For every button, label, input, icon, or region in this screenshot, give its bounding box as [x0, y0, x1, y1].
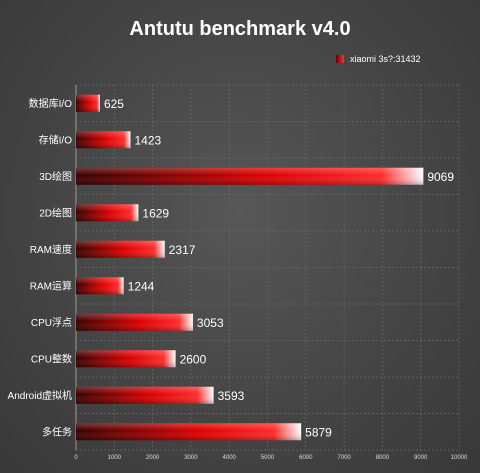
bar-shine	[76, 94, 100, 112]
bar-shine	[76, 277, 124, 295]
value-labels: 625 1423 9069 1629 2317 1244 3053 2600 3593 5879	[104, 97, 454, 440]
category-label: 多任务	[42, 425, 72, 438]
value-label: 1244	[128, 279, 155, 293]
category-label: RAM速度	[30, 243, 72, 256]
bar-shine	[76, 204, 139, 222]
category-label: CPU整数	[31, 352, 72, 365]
x-tick-label: 7000	[337, 455, 351, 461]
x-tick-label: 5000	[261, 455, 275, 461]
x-tick-label: 4000	[223, 455, 237, 461]
x-axis-ticks: 0 1000 2000 3000 4000 5000 6000 7000 8000 9000 100…	[74, 455, 468, 461]
chart-title: Antutu benchmark v4.0	[129, 18, 350, 40]
value-label: 625	[104, 97, 124, 111]
bar-shine	[76, 350, 176, 368]
category-label: Android虚拟机	[8, 389, 72, 402]
value-label: 2317	[169, 243, 196, 257]
x-tick-label: 6000	[299, 455, 313, 461]
bar-shine	[76, 386, 214, 404]
x-tick-label: 1000	[108, 455, 122, 461]
value-label: 1629	[142, 206, 169, 220]
value-label: 5879	[305, 425, 332, 439]
x-tick-label: 8000	[376, 455, 390, 461]
x-tick-label: 3000	[184, 455, 198, 461]
value-label: 3053	[197, 316, 224, 330]
legend-label: xiaomi 3s?:31432	[350, 54, 421, 64]
x-tick-label: 10000	[451, 455, 468, 461]
category-label: 2D绘图	[39, 206, 72, 219]
value-label: 1423	[135, 133, 162, 147]
category-label: 3D绘图	[39, 170, 72, 183]
category-label: 存储I/O	[39, 133, 73, 146]
bar-shine	[76, 240, 165, 258]
legend-swatch	[336, 55, 344, 63]
bars	[76, 94, 424, 441]
category-label: CPU浮点	[31, 317, 72, 329]
bar-shine	[76, 423, 302, 441]
bar-shine	[76, 167, 424, 185]
value-label: 3593	[218, 389, 245, 403]
value-label: 2600	[180, 352, 207, 366]
x-tick-label: 2000	[146, 455, 160, 461]
category-label: RAM运算	[30, 279, 72, 292]
x-tick-label: 0	[74, 455, 78, 461]
legend: xiaomi 3s?:31432	[336, 54, 421, 64]
bar-shine	[76, 131, 131, 149]
bar-shine	[76, 313, 193, 331]
category-label: 数据库I/O	[29, 97, 73, 110]
x-tick-label: 9000	[414, 455, 428, 461]
value-label: 9069	[427, 170, 454, 184]
category-labels: 数据库I/O 存储I/O 3D绘图 2D绘图 RAM速度 RAM运算 CPU浮点 CPU整数 A…	[8, 97, 73, 439]
